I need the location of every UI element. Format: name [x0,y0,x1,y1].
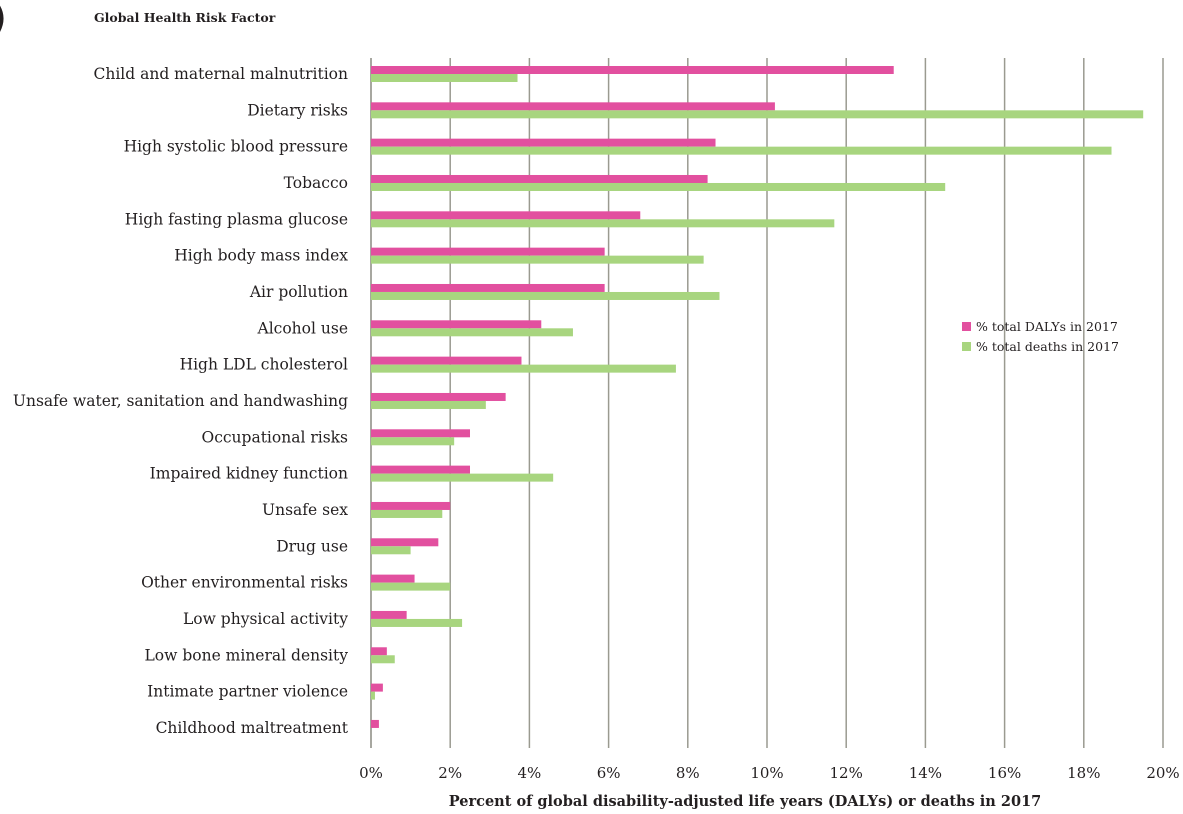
bar-dalys [371,647,387,656]
bar-dalys [371,283,605,292]
bar-deaths [371,546,411,555]
bar-dalys [371,719,379,728]
bar-dalys [371,465,470,474]
legend: % total DALYs in 2017 % total deaths in … [962,319,1119,354]
x-tick-label: 16% [988,764,1021,782]
partial-parenthesis-mark [0,5,4,32]
bar-deaths [371,618,463,627]
legend-swatch-dalys [962,322,971,331]
bar-dalys [371,320,542,329]
bar-deaths [371,437,455,446]
bar-deaths [371,110,1144,119]
bar-dalys [371,247,605,256]
category-label: Impaired kidney function [150,465,348,483]
bar-dalys [371,610,407,619]
bar-dalys [371,574,415,583]
gridlines [370,58,1164,748]
x-tick-label: 10% [750,764,783,782]
bar-deaths [371,364,676,373]
category-label: Childhood maltreatment [156,719,349,737]
bar-dalys [371,392,506,401]
category-label: High LDL cholesterol [180,356,348,374]
x-tick-label: 14% [909,764,942,782]
bar-deaths [371,509,443,518]
category-label: Intimate partner violence [147,683,348,701]
bar-deaths [371,219,835,228]
bar-deaths [371,582,451,591]
bar-dalys [371,501,451,510]
x-tick-label: 20% [1146,764,1179,782]
category-label: Dietary risks [247,101,348,119]
bar-deaths [371,400,486,409]
category-label: Air pollution [249,283,348,301]
x-tick-label: 0% [359,764,383,782]
category-label: High body mass index [174,247,348,265]
bar-dalys [371,138,716,147]
category-label: High systolic blood pressure [124,138,348,156]
bar-deaths [371,255,704,264]
category-label: Unsafe water, sanitation and handwashing [13,392,348,410]
bar-deaths [371,655,395,664]
legend-label-dalys: % total DALYs in 2017 [976,319,1118,334]
bar-dalys [371,102,775,111]
category-label: High fasting plasma glucose [125,210,348,228]
category-label: Unsafe sex [262,501,348,519]
x-tick-label: 12% [830,764,863,782]
category-label: Low bone mineral density [145,646,349,664]
legend-swatch-deaths [962,342,971,351]
category-label: Occupational risks [201,428,348,446]
bar-dalys [371,429,470,438]
x-tick-label: 4% [518,764,542,782]
x-tick-label: 2% [438,764,462,782]
bar-deaths [371,691,375,700]
x-axis-label: Percent of global disability-adjusted li… [449,793,1042,810]
x-tick-labels: 0% 2% 4% 6% 8% 10% 12% 14% 16% 18% 20% [359,764,1180,782]
bar-deaths [371,328,573,337]
bar-deaths [371,74,518,82]
bar-dalys [371,66,894,74]
bar-deaths [371,182,946,191]
bar-deaths [371,473,554,482]
category-label: Tobacco [284,174,348,192]
category-label: Low physical activity [183,610,348,628]
x-tick-label: 8% [676,764,700,782]
x-tick-label: 6% [597,764,621,782]
category-label: Alcohol use [257,319,348,337]
legend-label-deaths: % total deaths in 2017 [976,339,1119,354]
category-label: Child and maternal malnutrition [94,65,349,83]
bar-dalys [371,211,641,220]
x-tick-label: 18% [1067,764,1100,782]
bar-dalys [371,356,522,365]
category-labels: Child and maternal malnutrition Dietary r… [13,65,349,737]
bar-dalys [371,683,383,692]
bar-deaths [371,291,720,300]
bar-deaths [371,146,1112,155]
bars [371,66,1144,728]
category-label: Drug use [276,537,348,555]
bar-dalys [371,174,708,183]
category-label: Other environmental risks [141,574,348,592]
bar-dalys [371,538,439,547]
chart-title: Global Health Risk Factor [94,10,276,25]
